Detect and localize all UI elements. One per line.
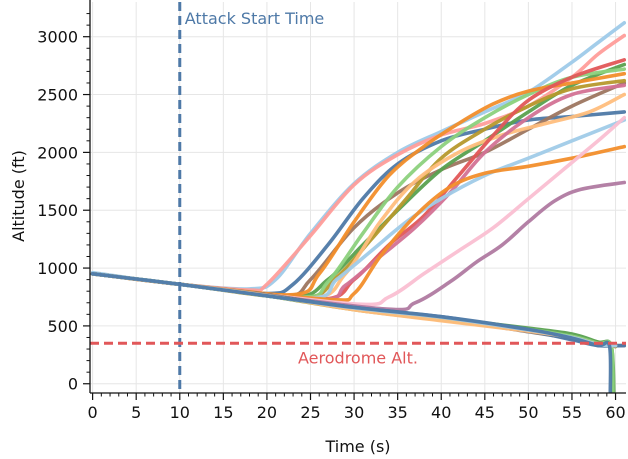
tick-labels: 0 5 10 15 20 25 30 35 40 45 50 55 60 0 500 1000 1500 2000…	[37, 28, 625, 422]
y-tick-label: 2000	[37, 143, 78, 162]
x-tick-label: 25	[300, 403, 320, 422]
x-tick-label: 55	[562, 403, 582, 422]
y-tick-label: 0	[68, 375, 78, 394]
x-tick-label: 0	[88, 403, 98, 422]
x-tick-label: 20	[257, 403, 277, 422]
x-tick-label: 30	[344, 403, 364, 422]
y-tick-label: 1000	[37, 259, 78, 278]
x-tick-label: 10	[170, 403, 190, 422]
x-axis-title: Time (s)	[324, 437, 390, 456]
aerodrome-alt-label: Aerodrome Alt.	[298, 348, 418, 367]
series-line-5	[90, 78, 626, 300]
series-line-2	[90, 110, 626, 296]
x-tick-label: 40	[431, 403, 451, 422]
y-axis-title: Altitude (ft)	[9, 150, 28, 242]
y-tick-label: 3000	[37, 28, 78, 47]
attack-start-label: Attack Start Time	[185, 9, 325, 28]
x-tick-label: 60	[605, 403, 625, 422]
x-tick-label: 15	[213, 403, 233, 422]
reference-lines: Attack Start Time Aerodrome Alt.	[90, 2, 626, 393]
grid	[90, 2, 626, 393]
x-tick-label: 35	[387, 403, 407, 422]
x-tick-label: 5	[131, 403, 141, 422]
y-tick-label: 1500	[37, 201, 78, 220]
series-group	[90, 21, 626, 393]
axes	[83, 0, 626, 400]
y-tick-label: 2500	[37, 86, 78, 105]
x-tick-label: 50	[518, 403, 538, 422]
y-tick-label: 500	[47, 317, 78, 336]
x-tick-label: 45	[475, 403, 495, 422]
